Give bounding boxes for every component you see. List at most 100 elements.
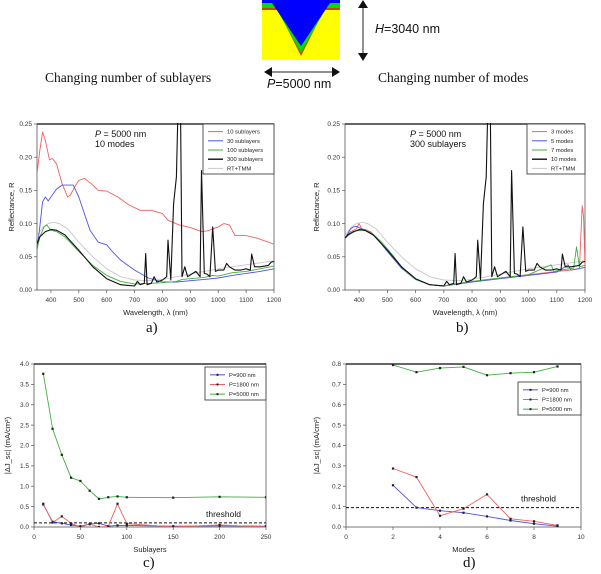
- x-tick-label: 1000: [521, 297, 536, 304]
- data-point: [218, 495, 221, 498]
- legend-marker: [529, 398, 532, 401]
- y-tick-label: 1.0: [20, 483, 29, 490]
- structure-schematic: [262, 0, 340, 60]
- series-group: [345, 123, 585, 287]
- legend-label: P=900 nm: [542, 388, 569, 394]
- chart-a: 400 500 600 700 800 900 1000 1100 1200 0.00 0.05 0.…: [7, 121, 282, 317]
- legend-marker: [529, 388, 532, 391]
- y-tick-label: 4.0: [20, 361, 29, 368]
- y-tick-label: 0.5: [20, 504, 29, 511]
- data-point: [125, 496, 128, 499]
- data-point: [485, 515, 489, 518]
- x-tick-label: 10: [577, 534, 585, 541]
- data-point: [116, 524, 119, 527]
- period-value: =5000 nm: [275, 77, 332, 91]
- data-point: [172, 525, 175, 527]
- data-point: [391, 467, 395, 470]
- x-tick-label: 4: [438, 534, 442, 541]
- structure-diagram: [262, 0, 340, 60]
- data-point: [462, 511, 465, 514]
- series-line-30-sublayers: [37, 184, 274, 283]
- data-point: [391, 363, 395, 367]
- data-point: [438, 366, 442, 370]
- data-point: [79, 525, 82, 527]
- y-tick-label: 0.4: [332, 443, 341, 450]
- x-tick-label: 1100: [550, 297, 564, 304]
- data-point: [125, 522, 128, 525]
- y-tick-label: 1.5: [20, 463, 29, 470]
- y-tick-label: 0.15: [19, 188, 32, 195]
- right-column-title: Changing number of modes: [378, 70, 529, 85]
- data-point: [532, 522, 536, 525]
- data-point: [42, 502, 45, 505]
- panel-label-a: a): [146, 320, 158, 336]
- x-tick-label: 700: [129, 297, 140, 304]
- panel-label-c: c): [143, 555, 155, 571]
- data-point: [79, 479, 82, 483]
- x-axis-title: Wavelength, λ (nm): [123, 308, 188, 317]
- data-point: [60, 515, 63, 518]
- data-point: [509, 519, 512, 522]
- threshold-label: threshold: [206, 509, 241, 519]
- data-point: [415, 506, 418, 509]
- legend-marker: [216, 373, 219, 376]
- data-point: [438, 514, 442, 517]
- data-point: [116, 495, 119, 498]
- y-tick-label: 0.05: [19, 254, 32, 261]
- series-line-7-modes: [345, 229, 585, 287]
- y-axis-title: |ΔJ_sc| (mA/cm²): [3, 416, 12, 474]
- legend-label: 5 modes: [551, 139, 573, 145]
- legend-box: [202, 123, 275, 175]
- data-point: [438, 509, 442, 512]
- legend-label: 10 modes: [551, 157, 577, 163]
- x-tick-label: 0: [32, 534, 36, 541]
- data-point: [107, 496, 110, 499]
- y-tick-label: 0.10: [327, 221, 340, 228]
- data-point: [218, 523, 221, 527]
- y-axis-title: Reflectance, R: [312, 182, 321, 232]
- x-tick-label: 1100: [239, 297, 253, 304]
- legend-label: 100 sublayers: [227, 148, 263, 154]
- x-tick-label: 900: [185, 297, 196, 304]
- x-tick-label: 500: [382, 297, 393, 304]
- left-column-title: Changing number of sublayers: [45, 70, 212, 85]
- x-tick-label: 600: [410, 297, 421, 304]
- x-tick-label: 1200: [267, 297, 282, 304]
- data-point: [462, 365, 465, 368]
- legend-label: 300 sublayers: [227, 157, 263, 163]
- y-tick-label: 0.20: [19, 154, 32, 161]
- series-line-p-1800-nm: [392, 468, 558, 526]
- data-point: [532, 520, 536, 523]
- x-tick-label: 400: [354, 297, 365, 304]
- legend-label: P=1800 nm: [229, 383, 259, 389]
- data-point: [509, 517, 512, 520]
- x-axis-title: Modes: [452, 545, 475, 554]
- data-point: [70, 476, 73, 479]
- y-tick-label: 0.7: [332, 382, 341, 389]
- annotation-line: 300 sublayers: [410, 139, 467, 149]
- series-line-10-modes: [345, 123, 585, 287]
- y-tick-label: 0.00: [19, 287, 32, 294]
- data-point: [485, 493, 489, 496]
- data-point: [97, 497, 101, 500]
- x-tick-label: 200: [214, 534, 225, 541]
- top-layer: [262, 0, 340, 46]
- height-arrow: [358, 0, 368, 61]
- x-tick-label: 8: [532, 534, 536, 541]
- y-tick-label: 0.10: [19, 221, 32, 228]
- data-point: [42, 372, 45, 375]
- data-point: [125, 524, 128, 527]
- legend-label: RT+TMM: [551, 166, 575, 172]
- legend-box: [526, 123, 586, 175]
- legend-label: P=900 nm: [229, 373, 256, 379]
- data-point: [70, 523, 73, 527]
- y-tick-label: 0.25: [327, 121, 340, 128]
- data-point: [532, 371, 536, 374]
- data-point: [556, 524, 559, 527]
- data-point: [415, 371, 418, 374]
- threshold-label: threshold: [521, 494, 556, 504]
- data-point: [509, 372, 512, 375]
- chart-b: 400 500 600 700 800 900 1000 1100 1200 0.00 0.05 0.…: [312, 121, 593, 317]
- data-point: [116, 502, 119, 505]
- data-point: [172, 496, 175, 499]
